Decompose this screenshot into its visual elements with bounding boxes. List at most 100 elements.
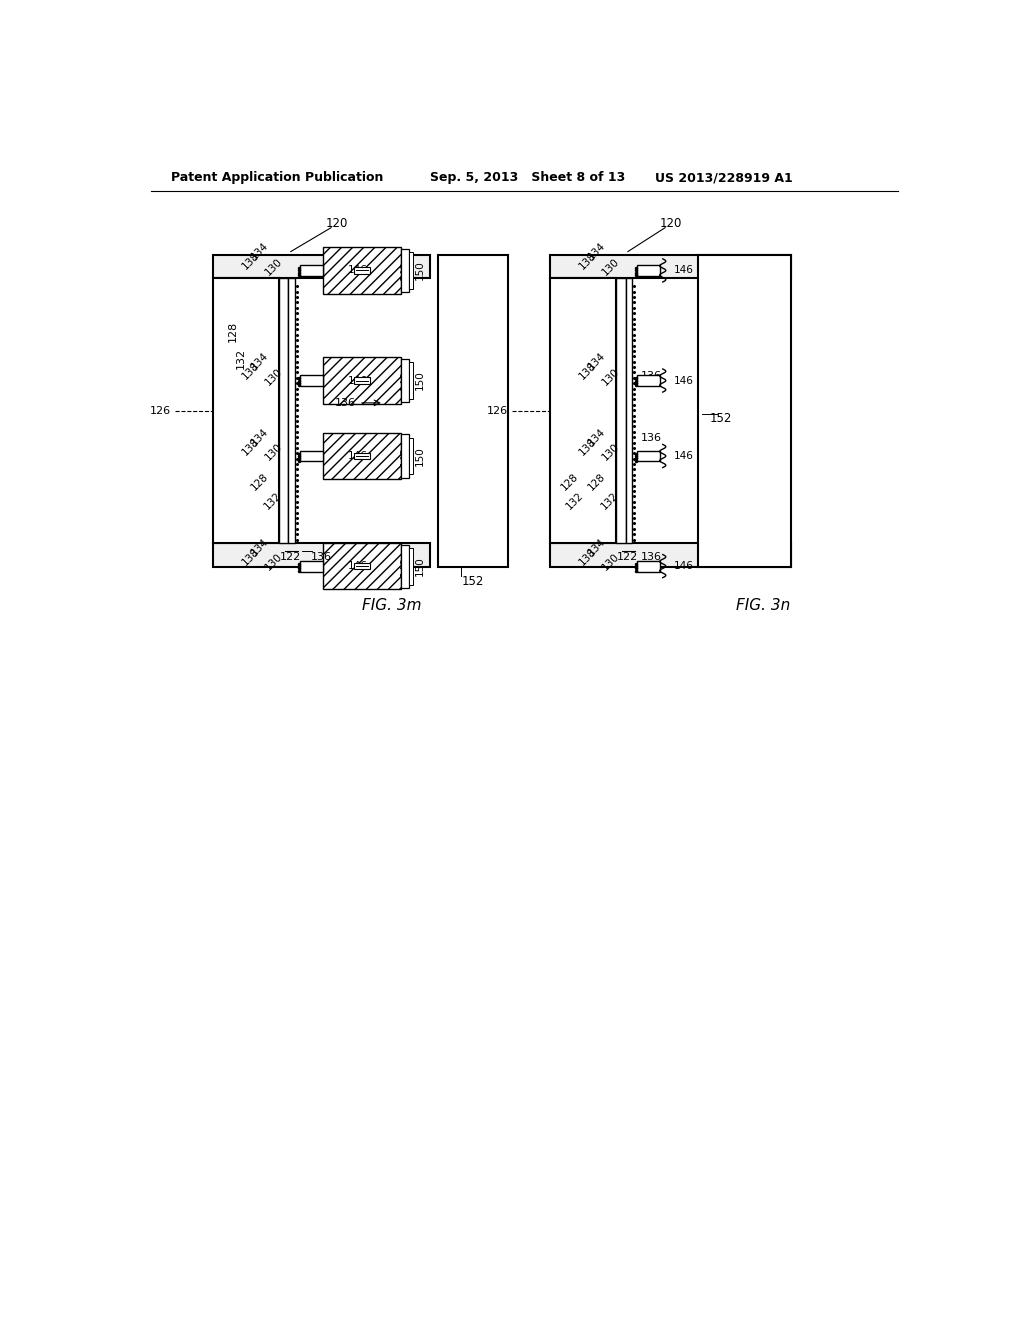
Bar	[637, 450, 660, 462]
Text: 152: 152	[462, 576, 484, 589]
Text: 136: 136	[641, 433, 662, 442]
Text: 146: 146	[674, 265, 693, 276]
Text: 128: 128	[227, 321, 238, 342]
Text: 120: 120	[326, 218, 348, 231]
Bar	[637, 561, 660, 572]
Bar	[400, 434, 409, 478]
Text: 134: 134	[587, 426, 607, 447]
Bar	[289, 277, 295, 544]
Bar	[213, 255, 430, 277]
Text: 146: 146	[674, 376, 693, 385]
Text: 136: 136	[641, 552, 662, 562]
Text: 148: 148	[399, 371, 410, 391]
Bar	[354, 453, 370, 459]
Text: 126: 126	[487, 405, 508, 416]
Bar	[300, 561, 324, 572]
Bar	[324, 247, 400, 293]
Text: 132: 132	[236, 348, 246, 370]
Bar	[400, 359, 409, 403]
Text: 150: 150	[415, 556, 424, 576]
Bar	[300, 450, 324, 462]
Text: 130: 130	[600, 366, 622, 387]
Bar	[637, 265, 660, 276]
Text: 138: 138	[577, 251, 598, 272]
Bar	[409, 252, 414, 289]
Text: 146: 146	[674, 451, 693, 461]
Text: 146: 146	[348, 265, 368, 276]
Text: 138: 138	[577, 546, 598, 568]
Text: FIG. 3n: FIG. 3n	[736, 598, 791, 612]
Text: 130: 130	[263, 552, 285, 573]
Bar	[300, 375, 324, 385]
Bar	[409, 437, 414, 474]
Text: 148: 148	[399, 446, 410, 466]
Text: 130: 130	[263, 442, 285, 463]
Text: 130: 130	[600, 442, 622, 463]
Bar	[400, 249, 409, 292]
Text: FIG. 3m: FIG. 3m	[361, 598, 421, 612]
Text: 130: 130	[263, 366, 285, 387]
Text: 134: 134	[249, 426, 270, 447]
Bar	[409, 548, 414, 585]
Text: 146: 146	[348, 376, 368, 385]
Bar	[213, 277, 280, 544]
Text: 134: 134	[587, 536, 607, 557]
Text: 150: 150	[415, 260, 424, 280]
Text: Sep. 5, 2013   Sheet 8 of 13: Sep. 5, 2013 Sheet 8 of 13	[430, 172, 626, 185]
Bar	[354, 378, 370, 384]
Bar	[324, 358, 400, 404]
Text: 128: 128	[559, 471, 581, 492]
Text: 120: 120	[659, 218, 682, 231]
Text: US 2013/228919 A1: US 2013/228919 A1	[655, 172, 793, 185]
Bar	[550, 544, 791, 566]
Text: 134: 134	[249, 351, 270, 372]
Bar	[550, 255, 791, 277]
Text: 134: 134	[249, 536, 270, 557]
Text: 138: 138	[240, 546, 261, 568]
Text: 138: 138	[240, 251, 261, 272]
Text: 136: 136	[641, 371, 662, 381]
Text: 148: 148	[399, 260, 410, 280]
Text: 132: 132	[564, 491, 586, 512]
Text: 152: 152	[710, 412, 732, 425]
Text: 134: 134	[249, 240, 270, 261]
Text: 134: 134	[587, 240, 607, 261]
Text: 128: 128	[249, 471, 270, 492]
Text: 138: 138	[577, 436, 598, 457]
Bar	[400, 545, 409, 587]
Bar	[438, 255, 508, 566]
Bar	[213, 544, 430, 566]
Text: 138: 138	[577, 360, 598, 381]
Bar	[324, 433, 400, 479]
Bar	[324, 543, 400, 589]
Bar	[280, 277, 289, 544]
Bar	[616, 277, 626, 544]
Text: 122: 122	[616, 552, 638, 562]
Bar	[697, 255, 791, 566]
Bar	[409, 362, 414, 399]
Text: 136: 136	[311, 552, 332, 562]
Text: 122: 122	[280, 552, 301, 562]
Bar	[550, 277, 616, 544]
Text: 132: 132	[599, 491, 621, 512]
Bar	[354, 564, 370, 569]
Text: 138: 138	[240, 360, 261, 381]
Bar	[354, 268, 370, 273]
Text: 126: 126	[150, 405, 171, 416]
Text: Patent Application Publication: Patent Application Publication	[171, 172, 383, 185]
Text: 128: 128	[587, 471, 607, 492]
Text: 150: 150	[415, 371, 424, 391]
Text: 136: 136	[335, 397, 355, 408]
Text: 150: 150	[415, 446, 424, 466]
Text: 130: 130	[600, 256, 622, 277]
Bar	[300, 265, 324, 276]
Bar	[637, 375, 660, 385]
Text: 138: 138	[240, 436, 261, 457]
Text: 132: 132	[262, 491, 284, 512]
Text: 146: 146	[348, 561, 368, 572]
Text: 146: 146	[348, 451, 368, 461]
Text: 146: 146	[674, 561, 693, 572]
Text: 134: 134	[587, 351, 607, 372]
Text: 130: 130	[263, 256, 285, 277]
Text: 130: 130	[600, 552, 622, 573]
